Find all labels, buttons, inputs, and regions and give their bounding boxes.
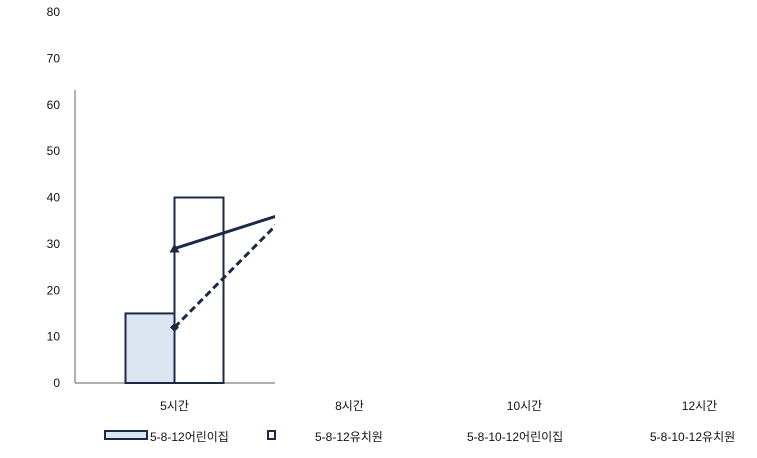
y-tick-label-10: 10 [47, 330, 61, 344]
x-tick-label-3: 12시간 [682, 399, 717, 413]
marker-diamond-0 [170, 322, 179, 332]
x-axis-tick-labels: 5시간 8시간 10시간 12시간 [160, 399, 717, 413]
legend-label-2: 5-8-10-12어린이집 [467, 430, 563, 444]
y-tick-label-60: 60 [47, 98, 61, 112]
lines-group [169, 147, 355, 332]
x-tick-label-1: 8시간 [335, 399, 364, 413]
y-tick-label-80: 80 [47, 5, 61, 19]
marker-triangle-1 [345, 188, 355, 197]
legend-label-0: 5-8-12어린이집 [150, 430, 229, 444]
marker-triangle-0 [169, 243, 180, 253]
legend-label-1: 5-8-12유치원 [315, 430, 383, 444]
legend: 5-8-12어린이집 5-8-12유치원 5-8-10-12어린이집 5-8-10-1… [104, 430, 735, 444]
line-series-1 [174, 214, 275, 250]
y-tick-label-0: 0 [53, 376, 60, 390]
bar-1-0 [173, 196, 225, 384]
y-tick-label-70: 70 [47, 51, 61, 65]
plot-area [124, 147, 355, 384]
legend-swatch-1 [267, 430, 276, 440]
legend-label-3: 5-8-10-12유치원 [650, 430, 735, 444]
line-series-0 [173, 224, 275, 329]
y-tick-label-40: 40 [47, 191, 61, 205]
y-tick-label-20: 20 [47, 283, 61, 297]
y-tick-label-50: 50 [47, 144, 61, 158]
x-tick-label-2: 10시간 [507, 399, 542, 413]
x-tick-label-0: 5시간 [160, 399, 189, 413]
bar-0-0 [124, 312, 176, 384]
y-axis-tick-labels: 0 10 20 30 40 50 60 70 80 [47, 5, 61, 390]
marker-diamond-1 [345, 147, 354, 156]
y-tick-label-30: 30 [47, 237, 61, 251]
bars-group [124, 196, 225, 384]
legend-swatch-0 [104, 430, 148, 440]
